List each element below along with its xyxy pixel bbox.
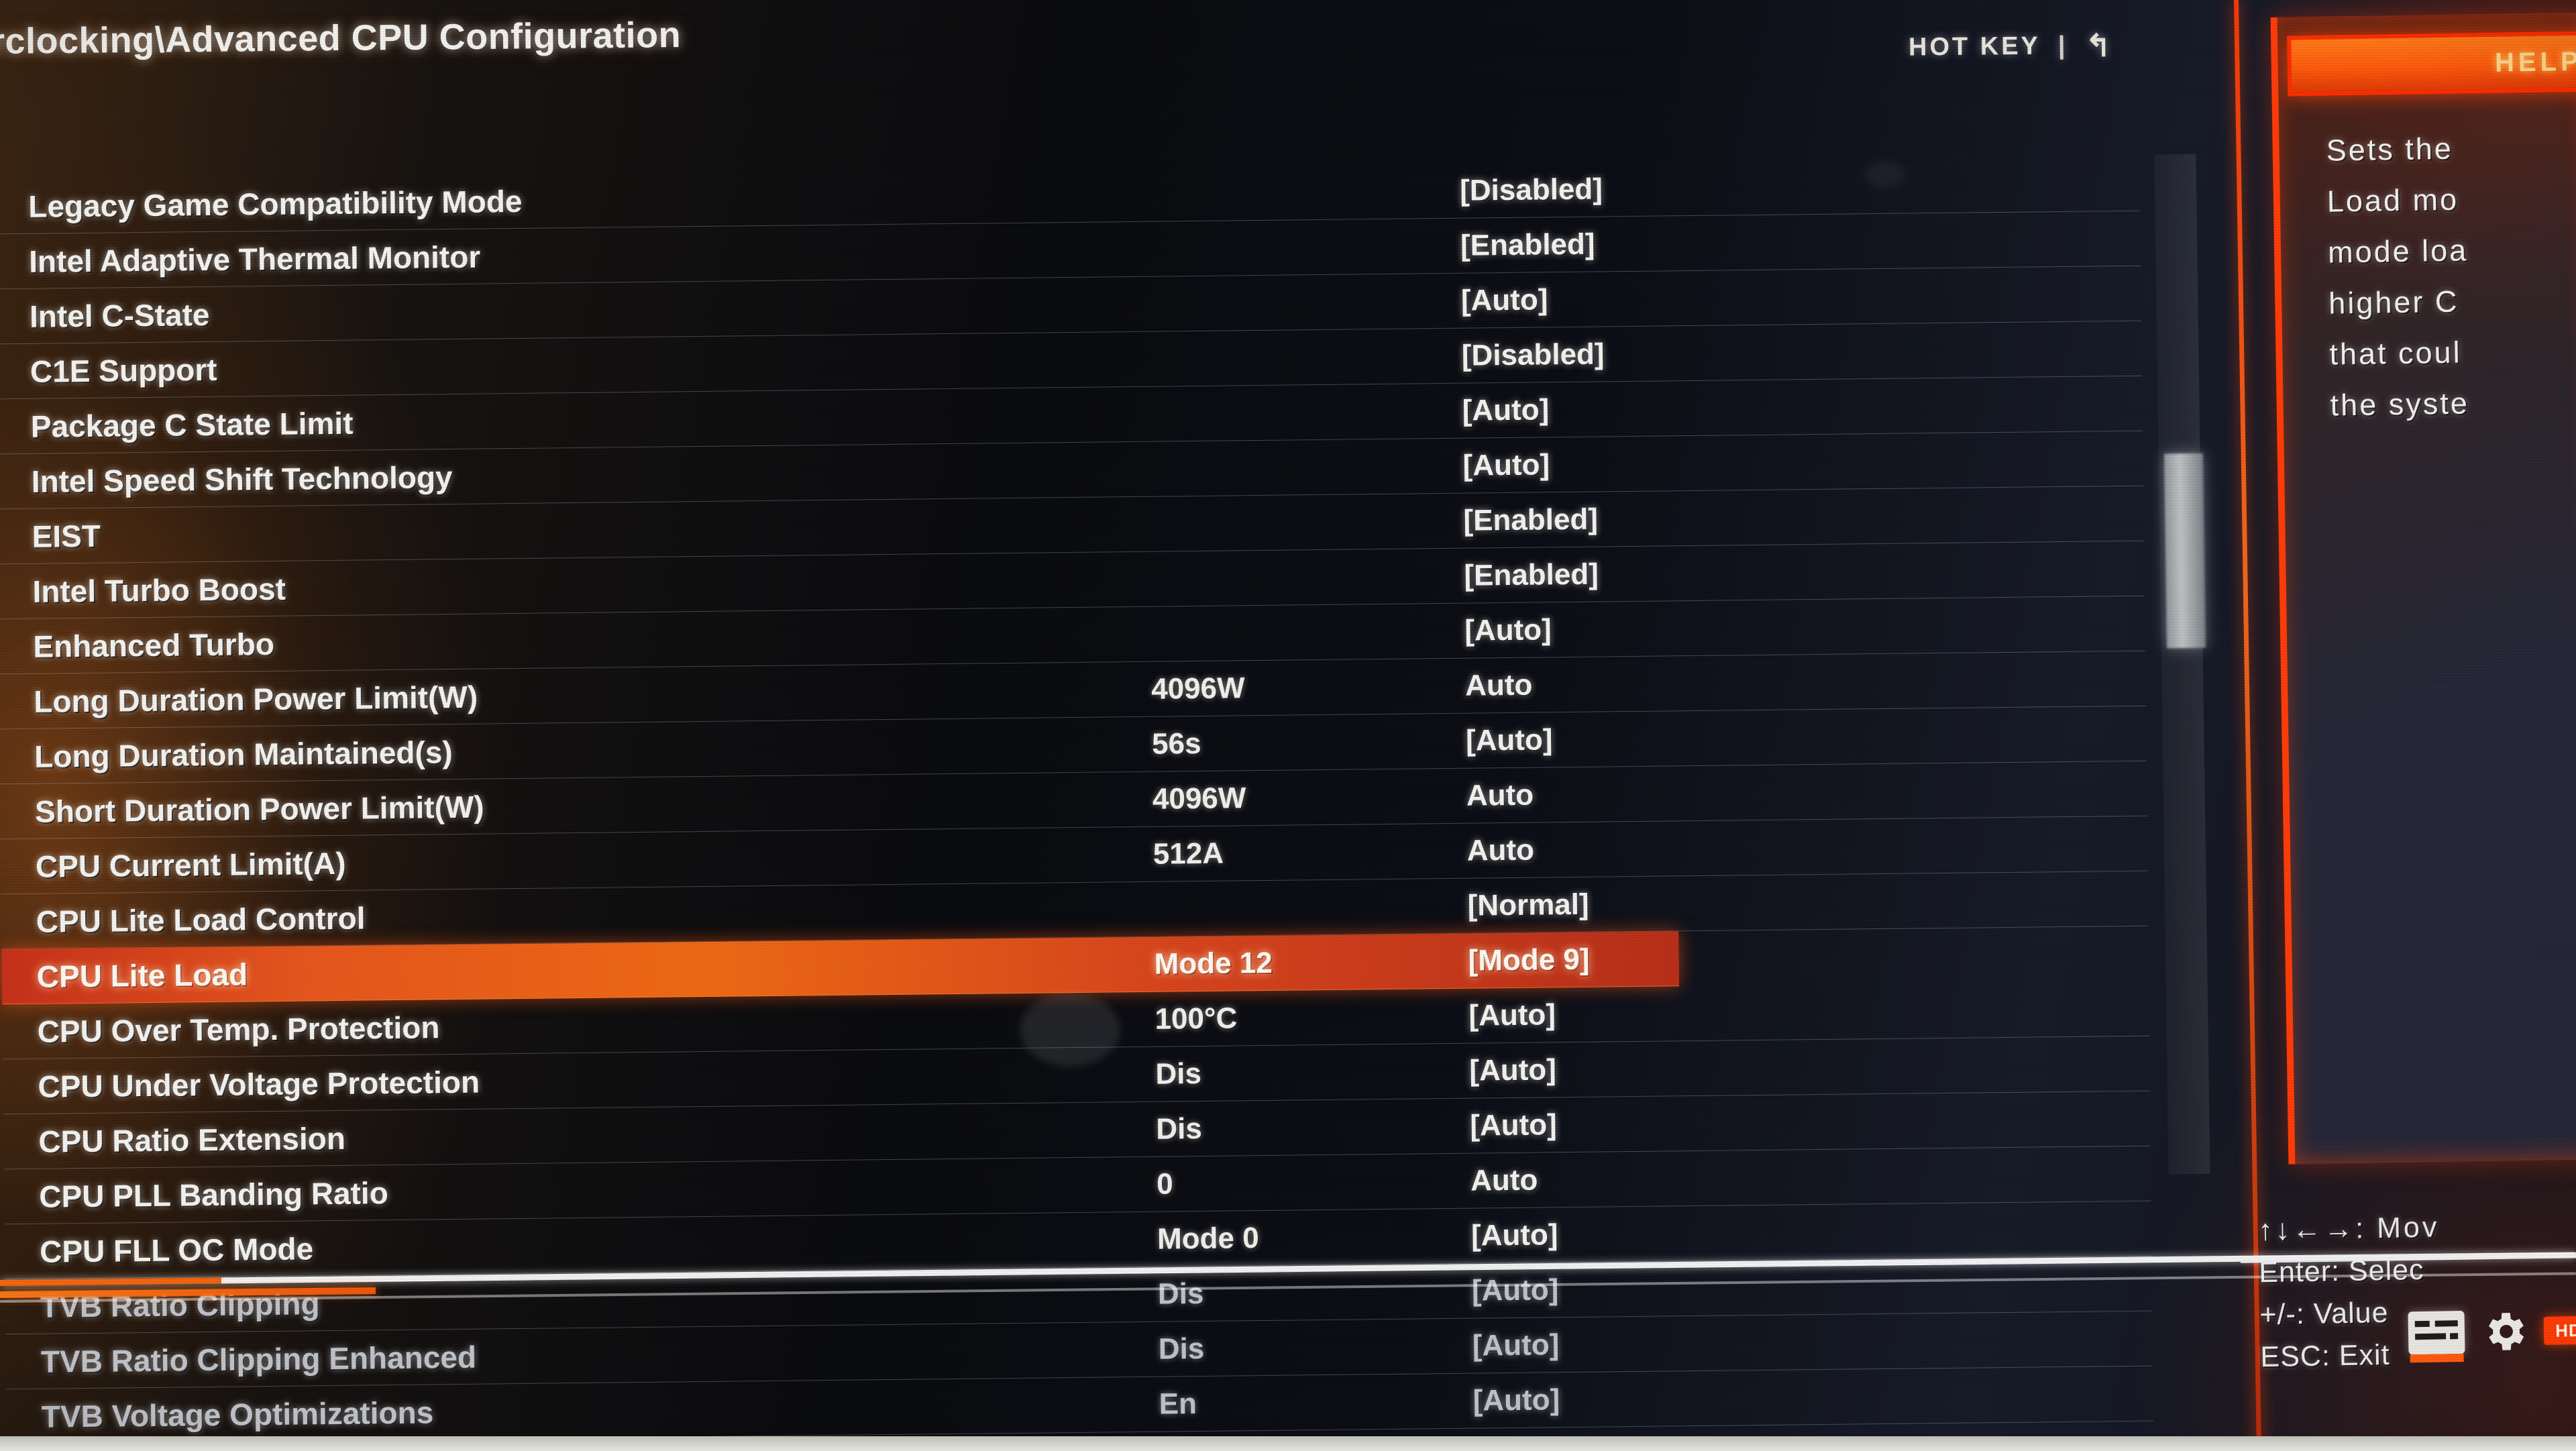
footer-icon-group: HD [2408, 1305, 2576, 1363]
setting-value[interactable]: [Normal] [1467, 888, 1589, 922]
breadcrumb: rclocking\Advanced CPU Configuration [0, 15, 682, 62]
setting-value[interactable]: [Auto] [1462, 447, 1550, 482]
help-line: Sets the [2326, 131, 2454, 168]
setting-value[interactable]: [Mode 9] [1468, 943, 1590, 977]
hint-move: ↑↓←→: Mov [2257, 1211, 2440, 1247]
setting-label: Short Duration Power Limit(W) [34, 789, 484, 829]
setting-value[interactable]: [Auto] [1472, 1383, 1560, 1417]
setting-label: Intel Turbo Boost [32, 571, 286, 609]
setting-value[interactable]: [Disabled] [1461, 337, 1605, 372]
setting-value[interactable]: Auto [1464, 668, 1533, 702]
setting-current-value: 4096W [1152, 781, 1246, 816]
setting-label: CPU Over Temp. Protection [37, 1009, 440, 1049]
setting-label: CPU Ratio Extension [38, 1120, 346, 1159]
setting-value[interactable]: [Enabled] [1464, 557, 1599, 592]
setting-value[interactable]: Auto [1466, 778, 1534, 812]
help-line: mode loa [2327, 233, 2469, 270]
gear-icon[interactable] [2479, 1306, 2529, 1356]
lens-speck [1865, 161, 1905, 188]
setting-label: CPU Current Limit(A) [35, 845, 346, 884]
setting-value[interactable]: [Auto] [1471, 1273, 1559, 1307]
setting-value[interactable]: Auto [1470, 1163, 1538, 1197]
setting-value[interactable]: [Enabled] [1460, 227, 1595, 262]
scrollbar-track[interactable] [2154, 154, 2210, 1175]
setting-label: Long Duration Maintained(s) [34, 734, 453, 774]
setting-value[interactable]: [Auto] [1460, 282, 1548, 317]
setting-current-value: En [1159, 1387, 1197, 1421]
setting-value[interactable]: [Enabled] [1463, 502, 1599, 537]
setting-current-value: 0 [1156, 1167, 1173, 1201]
setting-value[interactable]: [Auto] [1468, 998, 1556, 1032]
setting-label: Intel Adaptive Thermal Monitor [28, 239, 481, 279]
setting-label: TVB Voltage Optimizations [41, 1394, 434, 1434]
undo-arrow-icon[interactable]: ↰ [2085, 28, 2114, 63]
setting-current-value: Dis [1155, 1057, 1202, 1091]
hotkey-label: HOT KEY [1908, 32, 2041, 62]
keyboard-icon[interactable] [2408, 1310, 2465, 1363]
hotkey-indicator[interactable]: HOT KEY | ↰ [1909, 27, 2114, 65]
setting-label: Package C State Limit [30, 405, 354, 444]
help-line: higher C [2328, 284, 2459, 321]
setting-value[interactable]: [Auto] [1470, 1108, 1558, 1142]
panel-divider [2234, 0, 2261, 1451]
help-panel: HELP Sets the Load mo mode loa higher C that… [2270, 12, 2576, 1165]
setting-value[interactable]: [Auto] [1469, 1053, 1557, 1087]
help-panel-body: Sets the Load mo mode loa higher C that coul… [2278, 91, 2576, 423]
setting-current-value: Mode 12 [1154, 946, 1273, 981]
setting-value[interactable]: Auto [1466, 833, 1535, 867]
setting-current-value: Dis [1157, 1277, 1204, 1311]
desk-edge [0, 1436, 2576, 1451]
setting-value[interactable]: [Auto] [1464, 612, 1552, 647]
setting-label: C1E Support [30, 352, 217, 389]
hd-badge: HD [2543, 1315, 2576, 1345]
setting-label: Legacy Game Compatibility Mode [28, 183, 523, 224]
setting-current-value: Mode 0 [1157, 1221, 1259, 1256]
setting-label: Intel C-State [29, 297, 210, 334]
setting-value[interactable]: [Auto] [1472, 1328, 1560, 1362]
setting-label: TVB Ratio Clipping Enhanced [40, 1339, 477, 1379]
setting-label: CPU Lite Load [36, 956, 248, 994]
setting-label: Enhanced Turbo [33, 626, 275, 664]
help-line: the syste [2330, 386, 2470, 423]
scrollbar-thumb[interactable] [2163, 453, 2206, 649]
setting-label: EIST [32, 518, 101, 554]
setting-value[interactable]: [Auto] [1470, 1218, 1558, 1252]
setting-current-value: 100°C [1155, 1001, 1238, 1036]
setting-value[interactable]: [Auto] [1465, 722, 1553, 757]
lens-speck [1020, 993, 1120, 1067]
help-title: HELP [2494, 46, 2576, 78]
setting-label: CPU PLL Banding Ratio [39, 1175, 389, 1214]
setting-current-value: Dis [1158, 1332, 1205, 1366]
setting-label: CPU FLL OC Mode [39, 1230, 314, 1269]
setting-label: CPU Under Voltage Protection [38, 1064, 480, 1104]
setting-current-value: 56s [1151, 727, 1201, 761]
help-line: that coul [2329, 335, 2462, 372]
setting-label: Long Duration Power Limit(W) [34, 679, 478, 719]
setting-label: CPU Lite Load Control [36, 900, 366, 939]
setting-value[interactable]: [Disabled] [1459, 172, 1603, 207]
setting-current-value: 4096W [1150, 671, 1245, 706]
help-line: Load mo [2326, 182, 2459, 219]
setting-current-value: Dis [1156, 1112, 1203, 1146]
help-panel-header: HELP [2287, 31, 2576, 97]
settings-list: Legacy Game Compatibility Mode [Disabled]… [0, 156, 2154, 1445]
setting-label: Intel Speed Shift Technology [31, 459, 453, 499]
setting-value[interactable]: [Auto] [1462, 392, 1550, 427]
setting-current-value: 512A [1152, 837, 1224, 871]
hotkey-separator: | [2057, 31, 2068, 60]
